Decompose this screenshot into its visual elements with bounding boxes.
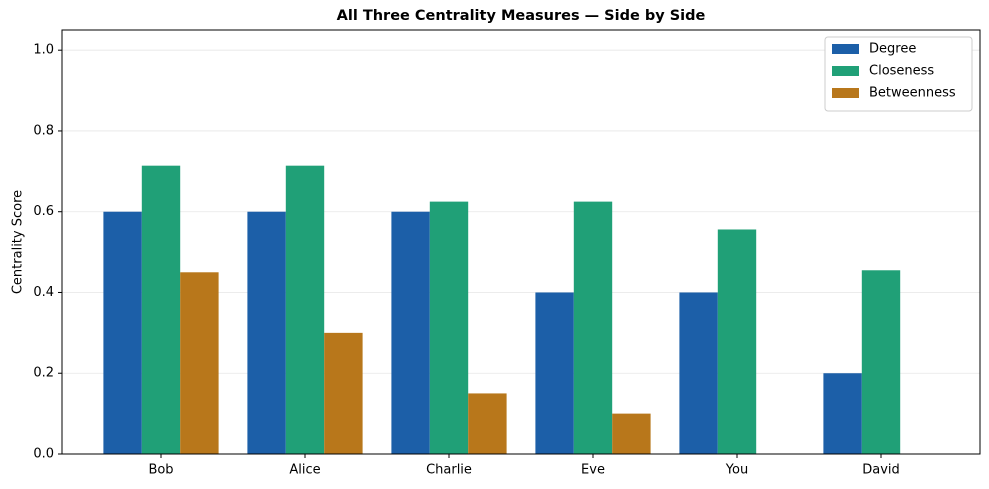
y-axis-label: Centrality Score [11,190,26,294]
bar [679,292,718,454]
bar [103,211,142,454]
bar [612,413,651,454]
chart-title: All Three Centrality Measures — Side by … [337,8,706,24]
legend-label: Degree [869,42,916,57]
legend-label: Closeness [869,64,934,79]
bar [391,211,430,454]
y-tick-label: 0.0 [33,447,54,462]
y-tick-label: 0.4 [33,285,54,300]
bar [573,201,613,454]
bar [535,292,574,454]
legend-swatch [832,44,859,54]
bar [180,272,219,454]
bar [429,201,469,454]
y-tick-label: 0.8 [33,123,54,138]
bar [141,165,181,454]
y-tick-label: 0.6 [33,204,54,219]
y-tick-label: 1.0 [33,43,54,58]
bar [468,393,507,454]
x-tick-label: Alice [289,463,320,478]
bar [861,270,901,454]
bar [247,211,286,454]
x-tick-label: Bob [148,463,173,478]
y-tick-label: 0.2 [33,366,54,381]
plot-frame [61,29,981,455]
legend-swatch [832,88,859,98]
x-tick-label: David [862,463,900,478]
legend-box [824,36,973,112]
bar [823,373,862,454]
bar [324,332,363,454]
bar [285,165,325,454]
legend-swatch [832,66,859,76]
x-tick-label: Charlie [426,463,472,478]
x-tick-label: Eve [581,463,605,478]
legend-label: Betweenness [869,86,956,101]
bar [717,229,757,454]
x-tick-label: You [725,463,748,478]
